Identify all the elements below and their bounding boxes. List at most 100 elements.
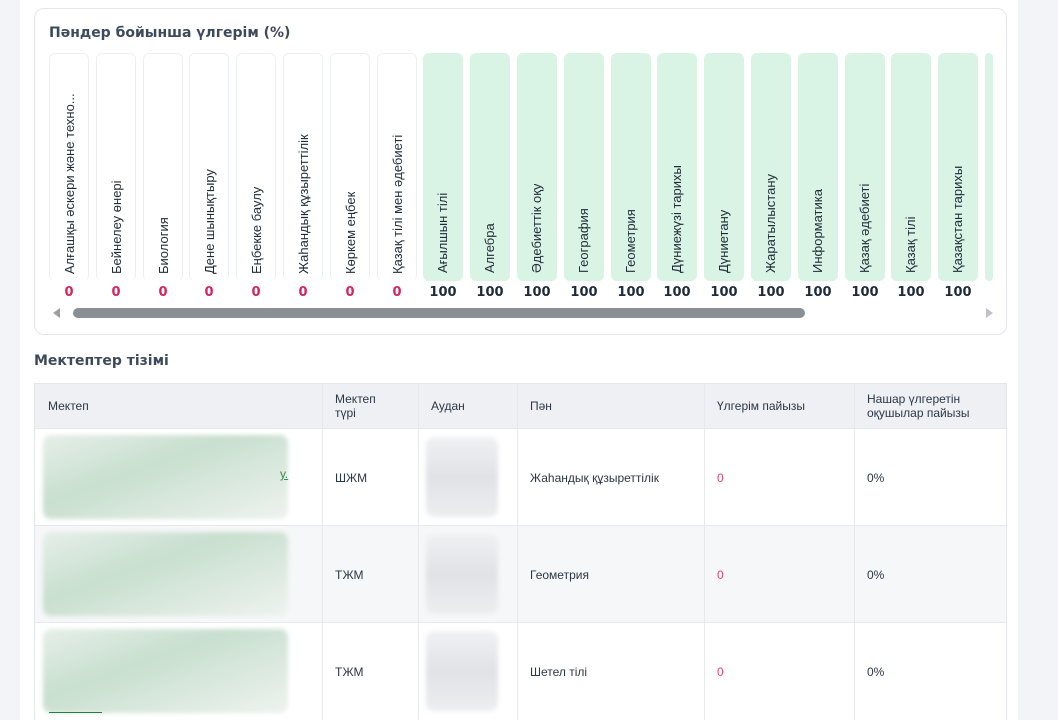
bar-value-label: 0 bbox=[204, 285, 214, 300]
redacted-district bbox=[426, 631, 498, 711]
school-cell[interactable] bbox=[35, 623, 322, 720]
subject-label: География bbox=[576, 208, 591, 273]
horizontal-scrollbar[interactable] bbox=[53, 307, 993, 319]
chart-bar: Жаратылыстану bbox=[751, 53, 791, 281]
header-subject[interactable]: Пән bbox=[530, 399, 552, 413]
subject-performance-card: Пәндер бойынша үлгерім (%) Алғашқы әскер… bbox=[34, 8, 1007, 335]
redacted-district bbox=[426, 437, 498, 517]
redacted-school-name bbox=[43, 532, 288, 616]
subject-label: Қазақстан тарихы bbox=[950, 165, 965, 273]
redacted-district bbox=[426, 534, 498, 614]
bar-value-label: 100 bbox=[710, 285, 738, 300]
subject-label: Қазақ әдебиеті bbox=[857, 183, 872, 273]
chart-bar: Информатика bbox=[798, 53, 838, 281]
column-divider bbox=[854, 384, 855, 720]
subject-label: Дене шынықтыру bbox=[202, 169, 217, 274]
bar-value-label: 100 bbox=[944, 285, 972, 300]
bar-value-label: 0 bbox=[392, 285, 402, 300]
bar-value-label: 0 bbox=[111, 285, 121, 300]
district-cell bbox=[418, 429, 517, 526]
chart-bar: Алгебра bbox=[470, 53, 510, 281]
page-side-margin bbox=[1018, 0, 1058, 720]
header-weak-students[interactable]: Нашар үлгеретін оқушылар пайызы bbox=[867, 392, 970, 420]
chart-bar-overflow bbox=[985, 53, 993, 281]
chart-bar: Көркем еңбек bbox=[330, 53, 370, 281]
subject-cell: Геометрия bbox=[530, 567, 589, 582]
redacted-school-name bbox=[43, 629, 288, 713]
scroll-right-arrow-icon[interactable] bbox=[986, 308, 993, 318]
subject-label: Ағылшын тілі bbox=[435, 192, 450, 273]
subject-label: Алгебра bbox=[482, 223, 497, 273]
bar-value-label: 100 bbox=[851, 285, 879, 300]
subject-label: Дүниетану bbox=[716, 209, 731, 273]
performance-cell: 0 bbox=[717, 470, 724, 485]
bar-value-label: 0 bbox=[345, 285, 355, 300]
bar-value-label: 0 bbox=[251, 285, 261, 300]
scrollbar-thumb[interactable] bbox=[73, 308, 805, 318]
subject-label: Көркем еңбек bbox=[343, 191, 358, 274]
subject-label: Алғашқы әскери және техно... bbox=[62, 93, 77, 274]
weak-percent-cell: 0% bbox=[867, 664, 885, 679]
school-type-cell: ТЖМ bbox=[335, 664, 364, 679]
subject-label: Қазақ тілі bbox=[903, 216, 918, 273]
bar-value-label: 0 bbox=[158, 285, 168, 300]
subject-label: Еңбекке баулу bbox=[249, 186, 264, 274]
subject-label: Әдебиеттік оқу bbox=[529, 183, 544, 273]
bar-value-label: 100 bbox=[897, 285, 925, 300]
chart-bar: Ағылшын тілі bbox=[423, 53, 463, 281]
weak-percent-cell: 0% bbox=[867, 470, 885, 485]
chart-bar: Қазақ тілі bbox=[891, 53, 931, 281]
subject-label: Жаратылыстану bbox=[763, 174, 778, 273]
bar-value-label: 100 bbox=[523, 285, 551, 300]
header-district[interactable]: Аудан bbox=[431, 399, 465, 413]
bar-value-label: 100 bbox=[429, 285, 457, 300]
table-row[interactable]: у. ШЖМ Жаһандық құзыреттілік 0 0% bbox=[35, 428, 1006, 526]
scroll-left-arrow-icon[interactable] bbox=[53, 308, 60, 318]
table-row[interactable]: ТЖМ Шетел тілі 0 0% bbox=[35, 622, 1006, 720]
chart-bar: Дене шынықтыру bbox=[189, 53, 229, 281]
table-row[interactable]: ТЖМ Геометрия 0 0% bbox=[35, 525, 1006, 623]
school-link-tail[interactable]: у. bbox=[280, 467, 289, 481]
bar-value-label: 0 bbox=[64, 285, 74, 300]
chart-bar: География bbox=[564, 53, 604, 281]
header-school[interactable]: Мектеп bbox=[48, 399, 89, 413]
chart-bar: Алғашқы әскери және техно... bbox=[49, 53, 89, 281]
schools-list-title: Мектептер тізімі bbox=[34, 353, 169, 369]
redacted-school-name bbox=[43, 435, 288, 519]
chart-bar: Әдебиеттік оқу bbox=[517, 53, 557, 281]
bar-value-label: 100 bbox=[476, 285, 504, 300]
chart-title: Пәндер бойынша үлгерім (%) bbox=[49, 25, 291, 41]
column-divider bbox=[322, 384, 323, 720]
school-cell[interactable]: у. bbox=[35, 429, 322, 526]
subject-label: Дүниежүзі тарихы bbox=[669, 165, 684, 273]
subject-cell: Жаһандық құзыреттілік bbox=[530, 470, 659, 485]
performance-cell: 0 bbox=[717, 567, 724, 582]
school-type-cell: ТЖМ bbox=[335, 567, 364, 582]
school-type-cell: ШЖМ bbox=[335, 470, 368, 485]
header-school-type[interactable]: Мектеп түрі bbox=[335, 392, 376, 420]
table-header: Мектеп Мектеп түрі Аудан Пән Үлгерім пай… bbox=[35, 384, 1006, 428]
bar-value-label: 100 bbox=[617, 285, 645, 300]
chart-bar: Қазақ тілі мен әдебиеті bbox=[377, 53, 417, 281]
bar-value-label: 100 bbox=[570, 285, 598, 300]
bar-value-label: 100 bbox=[757, 285, 785, 300]
subject-label: Қазақ тілі мен әдебиеті bbox=[390, 134, 405, 274]
chart-bar: Биология bbox=[143, 53, 183, 281]
chart-bar: Дүниетану bbox=[704, 53, 744, 281]
column-divider bbox=[517, 384, 518, 720]
school-cell[interactable] bbox=[35, 526, 322, 623]
chart-values: 0 0 0 0 0 0 0 0 100 100 100 100 100 100 100 100 100 100 10… bbox=[49, 285, 994, 303]
chart-bar: Қазақстан тарихы bbox=[938, 53, 978, 281]
performance-cell: 0 bbox=[717, 664, 724, 679]
subject-label: Информатика bbox=[810, 189, 825, 273]
column-divider bbox=[418, 384, 419, 720]
schools-table: Мектеп Мектеп түрі Аудан Пән Үлгерім пай… bbox=[34, 383, 1007, 720]
chart-bar: Жаһандық құзыреттілік bbox=[283, 53, 323, 281]
page: Пәндер бойынша үлгерім (%) Алғашқы әскер… bbox=[20, 0, 1018, 720]
school-link-underline bbox=[49, 712, 102, 713]
chart-bar: Еңбекке баулу bbox=[236, 53, 276, 281]
subject-label: Бейнелеу өнері bbox=[109, 180, 124, 274]
weak-percent-cell: 0% bbox=[867, 567, 885, 582]
bar-value-label: 0 bbox=[298, 285, 308, 300]
header-performance[interactable]: Үлгерім пайызы bbox=[717, 399, 806, 413]
